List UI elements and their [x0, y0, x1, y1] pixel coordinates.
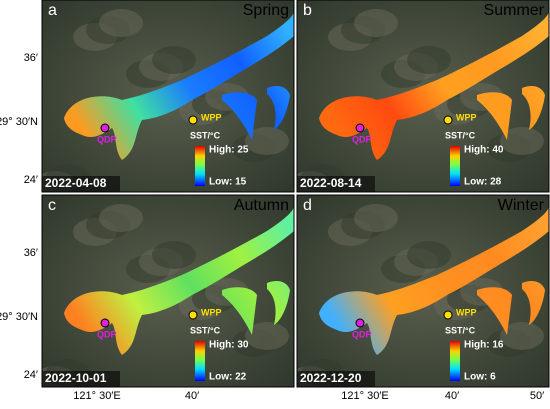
terrain-patch: [407, 46, 451, 74]
legend-title: SST/°C: [190, 130, 221, 140]
reservoir-sst: [64, 12, 294, 160]
panel-frame: [296, 194, 550, 388]
legend-title: SST/°C: [445, 325, 476, 335]
lon-label: 40′: [185, 390, 199, 402]
panel-letter: b: [303, 2, 312, 19]
site-label: WPP: [456, 307, 477, 317]
lat-label: 24′: [24, 174, 38, 186]
qdp-marker: [100, 123, 110, 133]
panel-frame: [41, 0, 295, 193]
season: Autumn: [234, 197, 289, 214]
terrain-patch: [99, 204, 143, 232]
legend-high: High: 16: [464, 340, 504, 351]
terrain-patch: [245, 127, 289, 155]
map-content: [42, 195, 294, 387]
map-panel: d Winter 2022-12-20 WPP QDP SST/°C High: 16 Low…: [296, 194, 550, 388]
date: 2022-10-01: [45, 371, 107, 385]
site-label: WPP: [201, 307, 222, 317]
map-panel: a Spring 2022-04-08 WPP QDP SST/°C High: 25 Low…: [41, 0, 295, 193]
terrain-patch: [354, 9, 398, 37]
legend-high: High: 30: [209, 340, 249, 351]
site-label: QDP: [97, 329, 117, 339]
panel-frame: [41, 194, 295, 388]
terrain-patch: [407, 241, 451, 269]
colorbar: [195, 146, 205, 186]
panel-letter: a: [48, 2, 57, 19]
wpp-marker: [443, 310, 453, 320]
site-label: WPP: [201, 112, 222, 122]
colorbar: [450, 341, 460, 381]
lon-label: 121° 30′E: [341, 390, 388, 402]
terrain-patch: [297, 195, 319, 209]
map-content: [42, 0, 294, 192]
panel-letter: c: [48, 197, 56, 214]
wpp-marker: [443, 115, 453, 125]
wpp-marker: [188, 310, 198, 320]
lon-label: 50′: [530, 390, 544, 402]
date: 2022-08-14: [300, 176, 362, 190]
terrain-patch: [500, 127, 544, 155]
site-label: QDP: [352, 134, 372, 144]
map-panel: b Summer 2022-08-14 WPP QDP SST/°C High: 40 Low…: [296, 0, 550, 193]
lat-label: 29° 30′N: [0, 116, 38, 128]
date: 2022-04-08: [45, 176, 107, 190]
site-label: QDP: [97, 134, 117, 144]
colorbar: [195, 341, 205, 381]
reservoir-sst: [319, 12, 549, 160]
reservoir-sst: [64, 207, 294, 355]
season: Winter: [498, 197, 545, 214]
terrain-patch: [297, 0, 319, 14]
terrain-patch: [152, 46, 196, 74]
date-bg: [42, 371, 120, 387]
legend-high: High: 25: [209, 145, 249, 156]
map-content: [297, 0, 549, 192]
terrain-patch: [354, 204, 398, 232]
qdp-marker: [100, 318, 110, 328]
legend-title: SST/°C: [190, 325, 221, 335]
panel-frame: [296, 0, 550, 193]
legend-title: SST/°C: [445, 130, 476, 140]
terrain-patch: [152, 241, 196, 269]
season: Summer: [484, 2, 545, 19]
map-content: [297, 195, 549, 387]
legend-low: Low: 28: [464, 177, 502, 188]
lon-label: 40′: [445, 390, 459, 402]
date-bg: [297, 176, 375, 192]
legend-high: High: 40: [464, 145, 504, 156]
site-label: QDP: [352, 329, 372, 339]
date-bg: [297, 371, 375, 387]
colorbar: [450, 146, 460, 186]
lat-label: 24′: [24, 369, 38, 381]
panel-letter: d: [303, 197, 312, 214]
lat-label: 36′: [24, 247, 38, 259]
terrain-patch: [42, 195, 64, 209]
lat-label: 36′: [24, 52, 38, 64]
date-bg: [42, 176, 120, 192]
qdp-marker: [355, 123, 365, 133]
qdp-marker: [355, 318, 365, 328]
legend-low: Low: 6: [464, 372, 496, 383]
terrain-patch: [99, 9, 143, 37]
map-panel: c Autumn 2022-10-01 WPP QDP SST/°C High: 30 Low…: [41, 194, 295, 388]
lat-label: 29° 30′N: [0, 311, 38, 323]
reservoir-sst: [319, 207, 549, 355]
site-label: WPP: [456, 112, 477, 122]
season: Spring: [243, 2, 289, 19]
legend-low: Low: 15: [209, 177, 247, 188]
terrain-patch: [42, 0, 64, 14]
date: 2022-12-20: [300, 371, 362, 385]
terrain-patch: [500, 322, 544, 350]
wpp-marker: [188, 115, 198, 125]
terrain-patch: [245, 322, 289, 350]
lon-label: 121° 30′E: [73, 390, 120, 402]
legend-low: Low: 22: [209, 372, 247, 383]
